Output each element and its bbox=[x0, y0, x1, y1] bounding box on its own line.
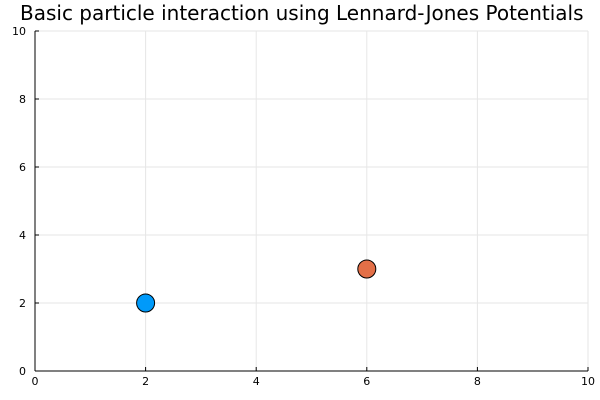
y-tick-label: 4 bbox=[19, 229, 26, 242]
y-tick-label: 10 bbox=[12, 25, 26, 38]
chart-title: Basic particle interaction using Lennard… bbox=[20, 1, 584, 25]
y-tick-label: 0 bbox=[19, 365, 26, 378]
particle-point-1 bbox=[136, 293, 156, 313]
x-tick-label: 10 bbox=[581, 375, 595, 388]
axes bbox=[34, 30, 589, 372]
tick-labels: 0 2 4 6 8 10 0 2 4 6 8 10 bbox=[12, 25, 595, 388]
grid-lines bbox=[34, 30, 589, 372]
particle-point-2 bbox=[357, 259, 377, 279]
x-tick-label: 6 bbox=[363, 375, 370, 388]
x-tick-label: 2 bbox=[142, 375, 149, 388]
x-tick-label: 0 bbox=[32, 375, 39, 388]
y-tick-label: 8 bbox=[19, 93, 26, 106]
y-tick-label: 6 bbox=[19, 161, 26, 174]
data-points bbox=[136, 259, 377, 313]
x-tick-label: 8 bbox=[474, 375, 481, 388]
x-tick-label: 4 bbox=[253, 375, 260, 388]
y-tick-label: 2 bbox=[19, 297, 26, 310]
